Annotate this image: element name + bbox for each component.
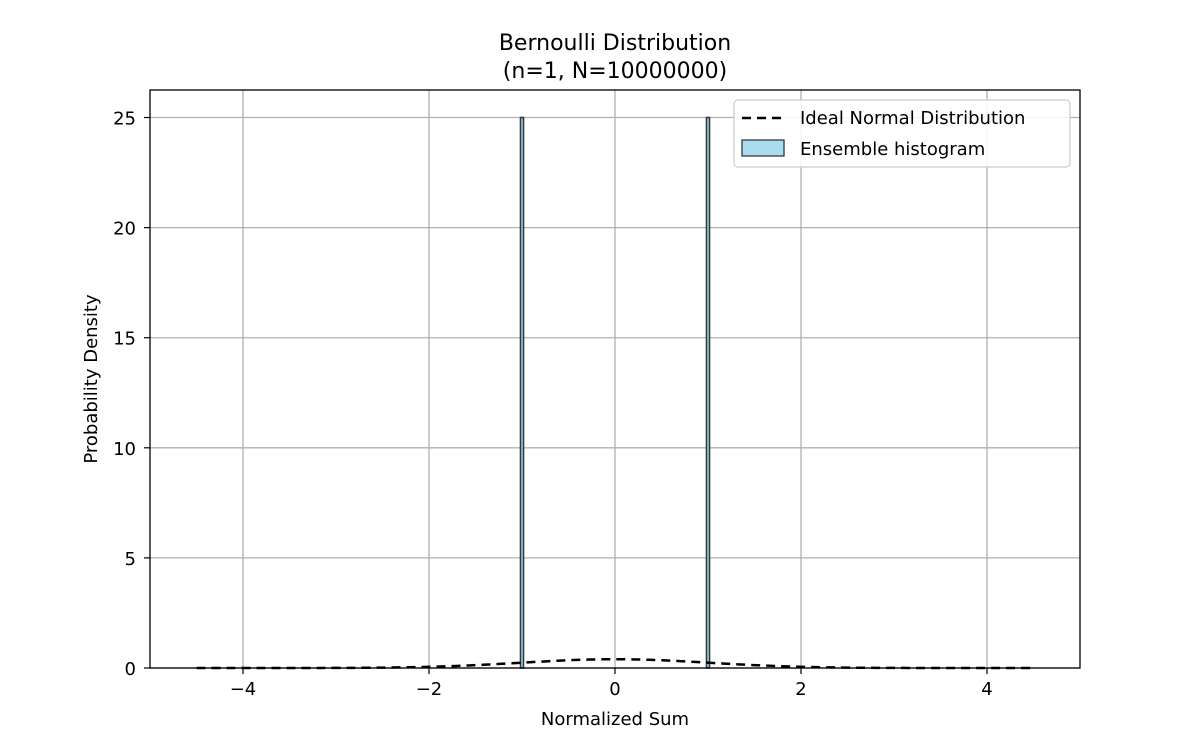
y-tick-label: 20 <box>113 219 136 240</box>
histogram-bar <box>519 116 525 669</box>
y-tick-label: 25 <box>113 109 136 130</box>
y-tick-label: 5 <box>125 549 136 570</box>
x-axis-label: Normalized Sum <box>541 709 689 730</box>
x-tick-label: 0 <box>609 679 620 700</box>
legend-bar-swatch <box>741 139 785 157</box>
y-tick-label: 10 <box>113 439 136 460</box>
legend-box <box>733 99 1071 168</box>
y-tick-label: 0 <box>125 659 136 680</box>
histogram-bar <box>705 116 711 669</box>
y-axis-ticks: 0 5 10 15 20 25 <box>113 109 150 680</box>
x-axis-ticks: −4 −2 0 2 4 <box>230 668 993 700</box>
y-tick-label: 15 <box>113 329 136 350</box>
legend-label-normal: Ideal Normal Distribution <box>800 108 1025 129</box>
x-tick-label: 4 <box>981 679 992 700</box>
legend-label-histogram: Ensemble histogram <box>800 139 985 160</box>
x-tick-label: −4 <box>230 679 257 700</box>
y-axis-label: Probability Density <box>81 294 102 464</box>
chart-title-line1: Bernoulli Distribution <box>499 31 731 56</box>
grid <box>150 90 1080 669</box>
legend: Ideal Normal Distribution Ensemble histo… <box>733 99 1071 168</box>
x-tick-label: −2 <box>416 679 443 700</box>
chart-title-line2: (n=1, N=10000000) <box>503 59 727 84</box>
x-tick-label: 2 <box>795 679 806 700</box>
